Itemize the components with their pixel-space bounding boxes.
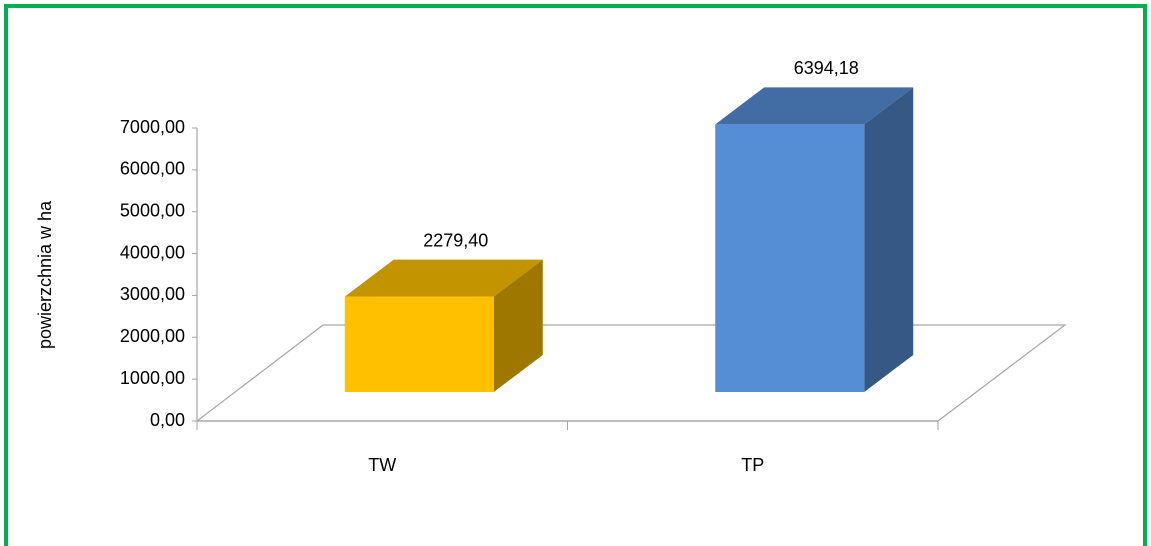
bar-top [344, 259, 543, 297]
frame [4, 4, 1147, 546]
bar-side [493, 259, 543, 392]
y-tick-label: 2000,00 [120, 326, 185, 346]
y-tick-label: 3000,00 [120, 284, 185, 304]
y-tick-label: 4000,00 [120, 242, 185, 262]
x-tick-label: TW [368, 455, 396, 475]
bar [715, 124, 865, 392]
y-tick-label: 5000,00 [120, 200, 185, 220]
bar-top [715, 87, 914, 125]
y-tick-label: 6000,00 [120, 159, 185, 179]
x-tick-label: TP [741, 455, 764, 475]
value-label: 2279,40 [423, 230, 488, 250]
y-tick-label: 7000,00 [120, 117, 185, 137]
floor [195, 324, 1067, 422]
bar [344, 296, 494, 392]
y-tick-label: 0,00 [150, 410, 185, 430]
y-axis-title: powierzchnia w ha [35, 200, 55, 349]
y-tick-label: 1000,00 [120, 368, 185, 388]
bar-side [864, 87, 914, 392]
value-label: 6394,18 [794, 58, 859, 78]
